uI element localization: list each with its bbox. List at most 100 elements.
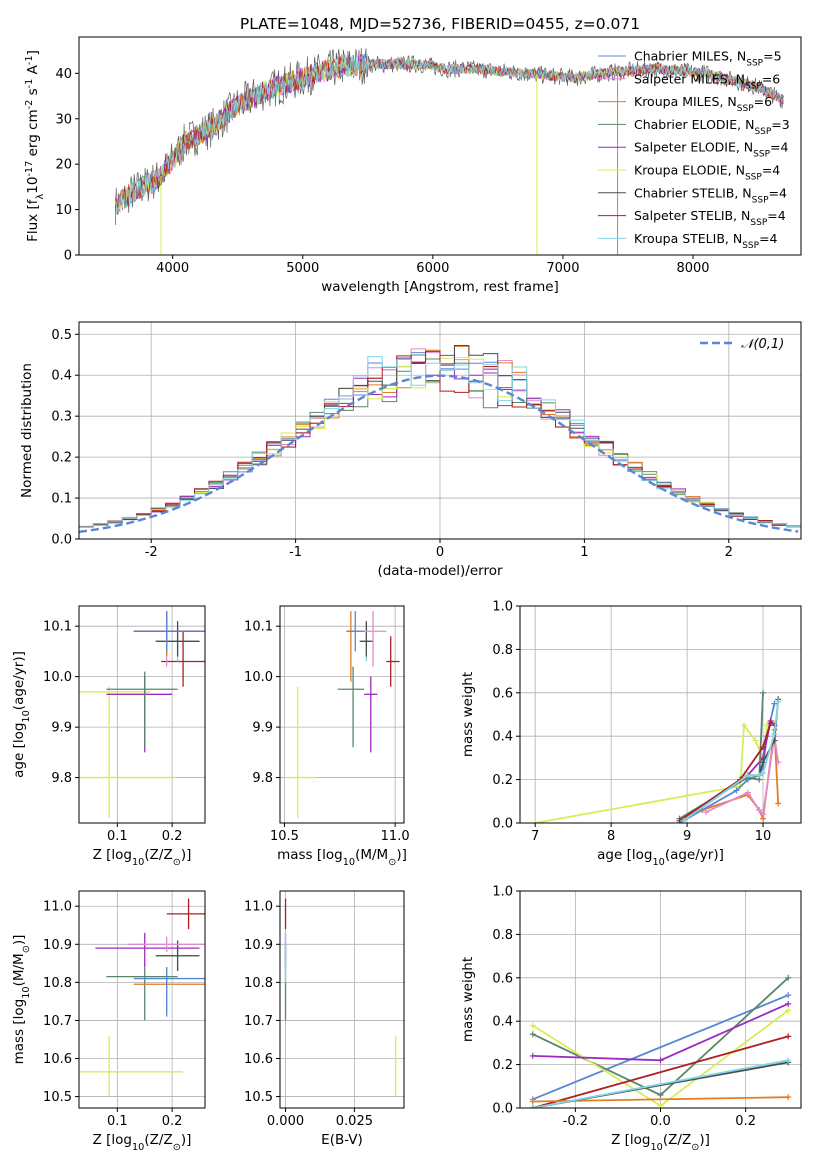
tick-label-x: 0.2 <box>162 829 183 844</box>
tick-label-y: 0.0 <box>492 1102 513 1117</box>
weight-series <box>529 1057 792 1108</box>
series-marker <box>733 787 740 794</box>
plot-area <box>529 974 792 1108</box>
tick-label-y: 10.5 <box>43 1090 72 1105</box>
tick-label-y: 10.1 <box>43 620 72 635</box>
panel-mass_vs_age: 10.5 11.0 9.8 9.9 10.0 10.1 mass [log10(M/M⊙)] <box>244 605 410 868</box>
tick-label-y: 40 <box>55 67 72 82</box>
tick-label-x: 0.2 <box>162 1114 183 1129</box>
tick-label-y: 10.6 <box>43 1052 72 1067</box>
tick-label-y: 9.8 <box>51 771 72 786</box>
tick-label-y: 0.2 <box>51 451 72 466</box>
tick-label-y: 10.5 <box>244 1090 273 1105</box>
x-axis-label: (data-model)/error <box>377 563 503 579</box>
series-marker <box>529 1052 536 1059</box>
plot-area <box>115 47 784 255</box>
tick-label-x: 0.1 <box>107 829 128 844</box>
gaussian-curve <box>79 374 799 533</box>
axes-frame <box>279 890 405 1109</box>
series-line <box>678 722 772 822</box>
legend-entry: 𝒩(0,1) <box>741 337 784 352</box>
errorbar-point <box>95 932 200 968</box>
series-marker <box>756 772 763 779</box>
errorbar-point <box>346 611 365 652</box>
plot-area <box>79 898 205 1097</box>
y-axis-label: mass weight <box>460 957 476 1042</box>
series-marker <box>741 722 748 729</box>
tick-label-y: 9.9 <box>252 721 273 736</box>
errorbar-point <box>355 611 387 667</box>
tick-label-y: 10.6 <box>244 1052 273 1067</box>
series-marker <box>775 759 782 766</box>
tick-label-x: 0 <box>436 545 444 560</box>
tick-label-x: 11.0 <box>381 829 410 844</box>
y-axis-label: mass weight <box>460 672 476 757</box>
tick-label-y: 10 <box>55 203 72 218</box>
panel-spectrum: 4000 5000 6000 7000 8000 0 10 20 30 40 wavelength … <box>24 15 802 295</box>
x-axis-label: age [log10(age/yr)] <box>597 847 724 868</box>
tick-label-y: 9.8 <box>252 771 273 786</box>
legend-entry: Kroupa STELIB, NSSP=4 <box>634 231 778 251</box>
tick-label-x: 9 <box>683 829 691 844</box>
tick-label-x: 7 <box>531 829 539 844</box>
errorbar-point <box>386 636 400 687</box>
tick-label-x: 8 <box>607 829 615 844</box>
series-marker <box>752 737 759 744</box>
series-marker <box>785 1033 792 1040</box>
errorbar-point <box>79 1035 184 1097</box>
errorbar-point <box>337 666 365 748</box>
errorbar-point <box>128 936 205 952</box>
tick-label-y: 0 <box>64 249 72 264</box>
series-marker <box>785 992 792 999</box>
series-line <box>532 994 789 1101</box>
tick-label-y: 9.9 <box>51 721 72 736</box>
series-marker <box>760 759 767 766</box>
tick-label-x: 0.025 <box>336 1114 373 1129</box>
tick-label-y: 0.0 <box>492 817 513 832</box>
tick-label-y: 10.9 <box>244 938 273 953</box>
tick-label-x: 8000 <box>676 261 709 276</box>
errorbar-point <box>106 676 173 753</box>
axes-frame <box>78 36 802 256</box>
errorbar-point <box>155 621 200 657</box>
panel-residuals: -2 -1 0 1 2 0.0 0.1 0.2 0.3 0.4 0.5 (data-model)/er… <box>19 321 802 579</box>
series-marker <box>771 731 778 738</box>
tick-label-x: 5000 <box>286 261 319 276</box>
tick-label-x: 0.1 <box>107 1114 128 1129</box>
tick-label-y: 1.0 <box>492 600 513 615</box>
tick-label-x: 10 <box>755 829 772 844</box>
series-marker <box>657 1091 664 1098</box>
errorbar-point <box>106 967 178 1021</box>
series-marker <box>767 720 774 727</box>
tick-label-y: 0.0 <box>51 533 72 548</box>
errorbar-point <box>166 898 205 930</box>
errorbar-point <box>133 611 205 667</box>
tick-label-y: 0.5 <box>51 328 72 343</box>
spectrum-line <box>115 54 784 214</box>
legend-entry: Salpeter MILES, NSSP=6 <box>634 71 780 91</box>
series-marker <box>785 974 792 981</box>
tick-label-y: 0.4 <box>492 730 513 745</box>
series-marker <box>744 772 751 779</box>
errorbar-point <box>133 967 205 1017</box>
legend-entry: Kroupa MILES, NSSP=6 <box>634 94 772 114</box>
tick-label-y: 0.4 <box>492 1015 513 1030</box>
tick-label-y: 0.6 <box>492 686 513 701</box>
tick-label-y: 10.8 <box>43 976 72 991</box>
series-line <box>532 1059 789 1108</box>
tick-label-y: 0.8 <box>492 643 513 658</box>
tick-label-x: 7000 <box>546 261 579 276</box>
legend-entry: Chabrier MILES, NSSP=5 <box>634 49 782 69</box>
axes-frame <box>519 605 802 824</box>
series-marker <box>785 1057 792 1064</box>
series-marker <box>775 698 782 705</box>
tick-label-x: -2 <box>145 545 158 560</box>
series-marker <box>760 689 767 696</box>
tick-label-y: 1.0 <box>492 885 513 900</box>
errorbar-point <box>79 686 151 818</box>
tick-label-y: 10.9 <box>43 938 72 953</box>
x-axis-label: Z [log10(Z/Z⊙)] <box>93 847 192 868</box>
panel-z_vs_weight: -0.2 0.0 0.2 0.0 0.2 0.4 0.6 0.8 1.0 Z [log10(Z/Z… <box>460 885 802 1153</box>
